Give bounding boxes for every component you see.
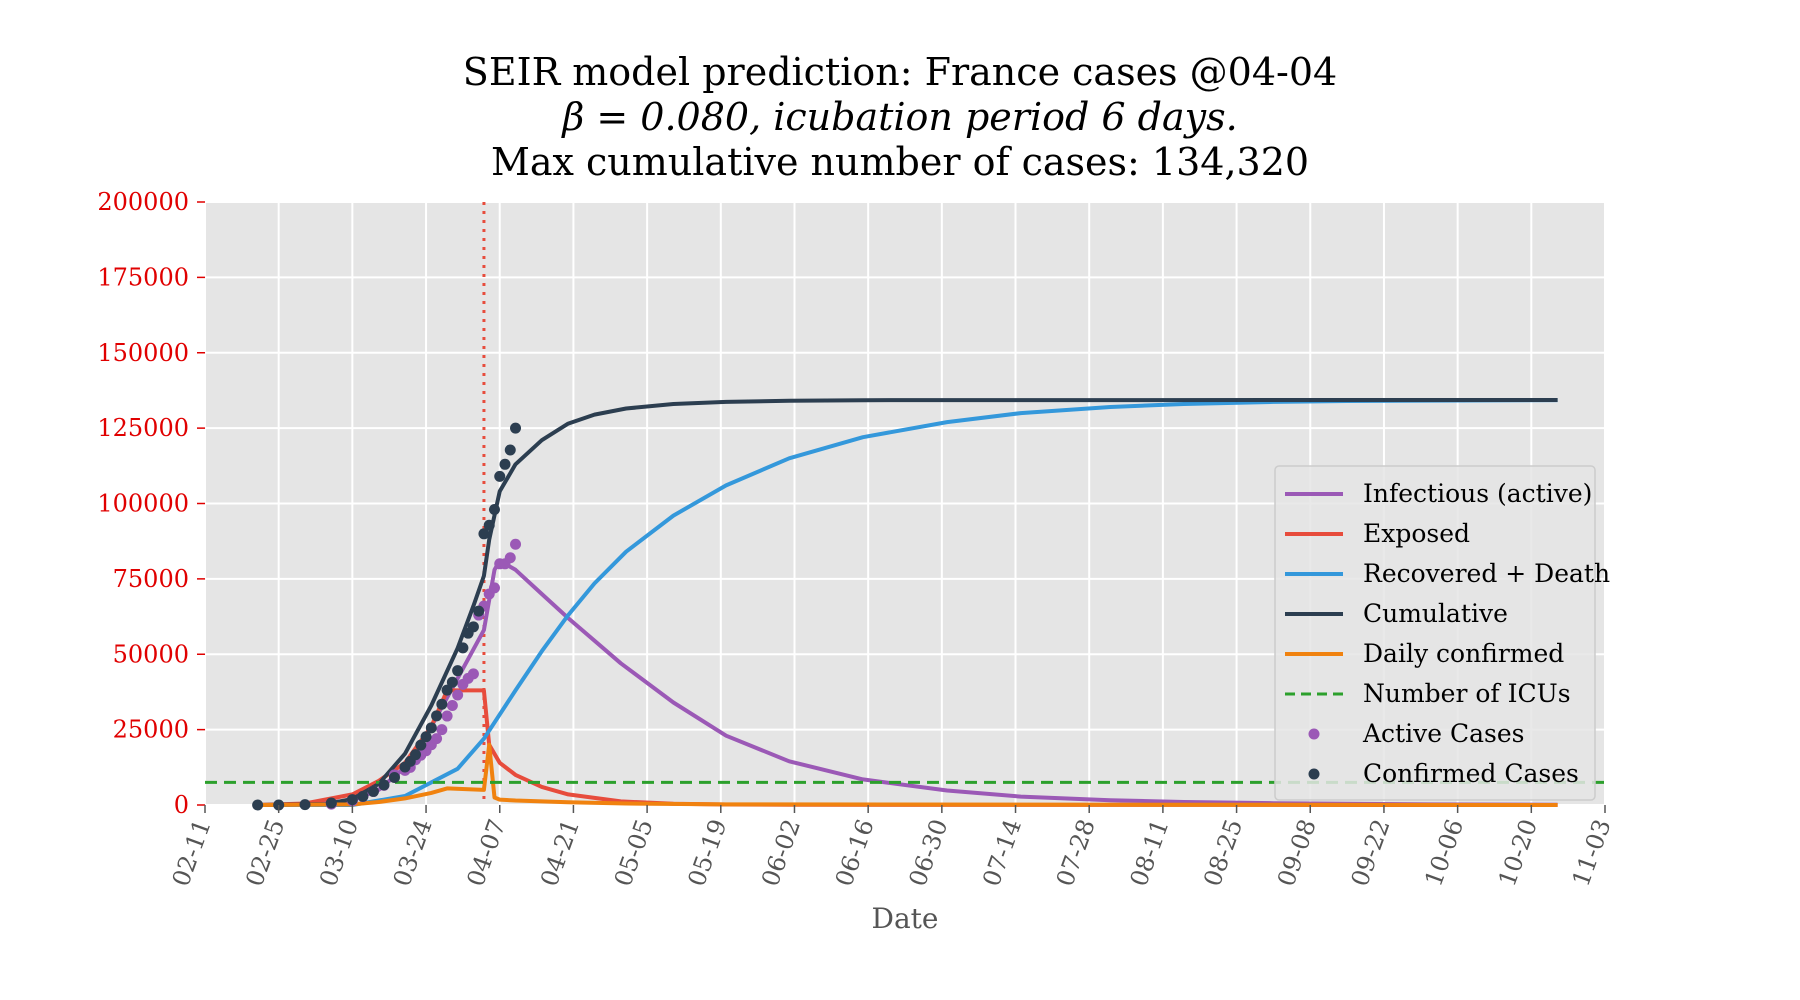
legend-entry-label: Exposed [1363,519,1470,548]
y-tick-label: 75000 [113,565,189,593]
point-active-cases [510,538,522,550]
legend-swatch-marker [1308,768,1320,780]
y-tick-label: 0 [174,791,189,819]
point-confirmed-cases [420,731,432,743]
point-confirmed-cases [436,698,448,710]
point-confirmed-cases [425,722,437,734]
point-active-cases [452,689,464,701]
y-tick-label: 25000 [113,716,189,744]
series-line-recovered-death [257,398,1558,807]
x-tick-label: 04-07 [461,815,511,890]
point-confirmed-cases [467,621,479,633]
x-tick-label: 10-06 [1419,815,1469,890]
x-tick-label: 05-19 [682,815,732,890]
legend-entry-label: Number of ICUs [1363,679,1571,708]
point-confirmed-cases [346,794,358,806]
point-active-cases [504,552,516,564]
legend-entry-label: Cumulative [1363,599,1508,628]
point-confirmed-cases [483,519,495,531]
x-axis-label: Date [872,902,939,935]
point-confirmed-cases [325,797,337,809]
point-active-cases [436,724,448,736]
chart-title-line-2: β = 0.080, icubation period 6 days. [562,95,1238,139]
legend-box [1274,465,1596,801]
point-confirmed-cases [446,676,458,688]
point-confirmed-cases [357,790,369,802]
x-tick-label: 07-28 [1051,815,1101,890]
legend-entry-label: Recovered + Death [1363,559,1610,588]
y-tick-label: 50000 [113,640,189,668]
point-confirmed-cases [415,739,427,751]
point-active-cases [446,700,458,712]
x-tick-label: 06-02 [756,815,806,890]
y-tick-label: 100000 [97,490,189,518]
legend-entry-label: Confirmed Cases [1363,759,1579,788]
point-confirmed-cases [504,444,516,456]
x-tick-label: 09-22 [1346,815,1396,890]
point-confirmed-cases [488,504,500,516]
x-tick-label: 11-03 [1567,815,1617,890]
x-tick-label: 03-10 [314,815,364,890]
point-active-cases [488,582,500,594]
series-line-daily-confirmed [257,742,1558,807]
y-tick-label: 200000 [97,188,189,216]
legend-entry-label: Infectious (active) [1363,479,1592,508]
point-confirmed-cases [388,771,400,783]
y-tick-label: 175000 [97,263,189,291]
point-confirmed-cases [510,422,522,434]
x-tick-label: 08-25 [1198,815,1248,890]
y-tick-label: 150000 [97,339,189,367]
point-confirmed-cases [367,785,379,797]
x-tick-label: 06-16 [830,815,880,890]
point-confirmed-cases [441,684,453,696]
y-tick-label: 125000 [97,414,189,442]
legend-entry-label: Daily confirmed [1363,639,1564,668]
legend-entry-label: Active Cases [1362,719,1524,748]
point-confirmed-cases [452,665,464,677]
x-tick-label: 03-24 [388,815,438,890]
x-tick-label: 08-11 [1125,815,1175,890]
point-active-cases [467,668,479,680]
chart-title-line-1: SEIR model prediction: France cases @04-… [462,50,1338,94]
x-tick-label: 06-30 [904,815,954,890]
x-tick-label: 10-20 [1493,815,1543,890]
point-confirmed-cases [494,470,506,482]
point-active-cases [431,733,443,745]
x-tick-label: 05-05 [609,815,659,890]
x-tick-label: 04-21 [535,815,585,890]
point-confirmed-cases [478,528,490,540]
point-confirmed-cases [431,710,443,722]
x-tick-label: 02-25 [240,815,290,890]
point-active-cases [441,710,453,722]
x-tick-label: 07-14 [977,815,1027,890]
chart-title-line-3: Max cumulative number of cases: 134,320 [490,140,1310,184]
x-tick-label: 02-11 [167,815,217,890]
point-confirmed-cases [252,799,264,811]
point-confirmed-cases [378,779,390,791]
series-line-cumulative [257,398,1558,807]
x-tick-label: 09-08 [1272,815,1322,890]
legend: Infectious (active) Exposed Recovered + De… [1274,465,1610,801]
point-confirmed-cases [457,642,469,654]
point-confirmed-cases [410,749,422,761]
point-confirmed-cases [499,458,511,470]
point-confirmed-cases [473,605,485,617]
point-confirmed-cases [273,799,285,811]
legend-swatch-marker [1308,728,1320,740]
point-confirmed-cases [299,799,311,811]
